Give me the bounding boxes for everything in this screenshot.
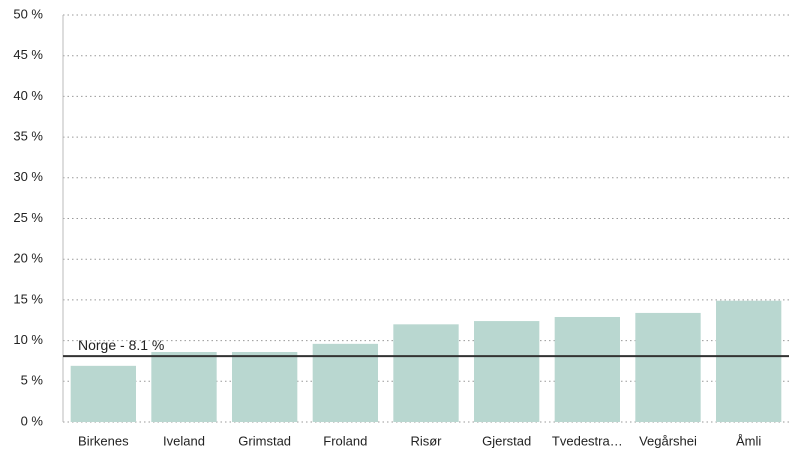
y-tick-label: 25 % (13, 210, 43, 225)
y-tick-label: 30 % (13, 169, 43, 184)
bar (715, 300, 782, 422)
x-tick-label: Tvedestra… (552, 433, 623, 448)
bar (151, 351, 217, 422)
reference-label: Norge - 8.1 % (78, 337, 164, 353)
y-tick-label: 20 % (13, 251, 43, 266)
y-tick-label: 40 % (13, 88, 43, 103)
x-tick-label: Birkenes (78, 433, 129, 448)
y-tick-label: 15 % (13, 291, 43, 306)
x-tick-label: Froland (323, 433, 367, 448)
y-tick-label: 0 % (21, 413, 44, 428)
x-tick-label: Gjerstad (482, 433, 531, 448)
y-tick-label: 35 % (13, 129, 43, 144)
x-tick-label: Åmli (736, 433, 761, 448)
bar (635, 312, 701, 422)
x-tick-label: Vegårshei (639, 433, 697, 448)
y-tick-label: 5 % (21, 373, 44, 388)
x-tick-label: Risør (410, 433, 442, 448)
bar (393, 324, 459, 422)
x-tick-label: Iveland (163, 433, 205, 448)
y-tick-label: 45 % (13, 47, 43, 62)
bar (473, 321, 540, 422)
y-tick-label: 10 % (13, 332, 43, 347)
bar (554, 316, 621, 422)
y-tick-label: 50 % (13, 6, 43, 21)
bar (231, 351, 298, 422)
x-tick-label: Grimstad (238, 433, 291, 448)
bar (70, 365, 137, 422)
